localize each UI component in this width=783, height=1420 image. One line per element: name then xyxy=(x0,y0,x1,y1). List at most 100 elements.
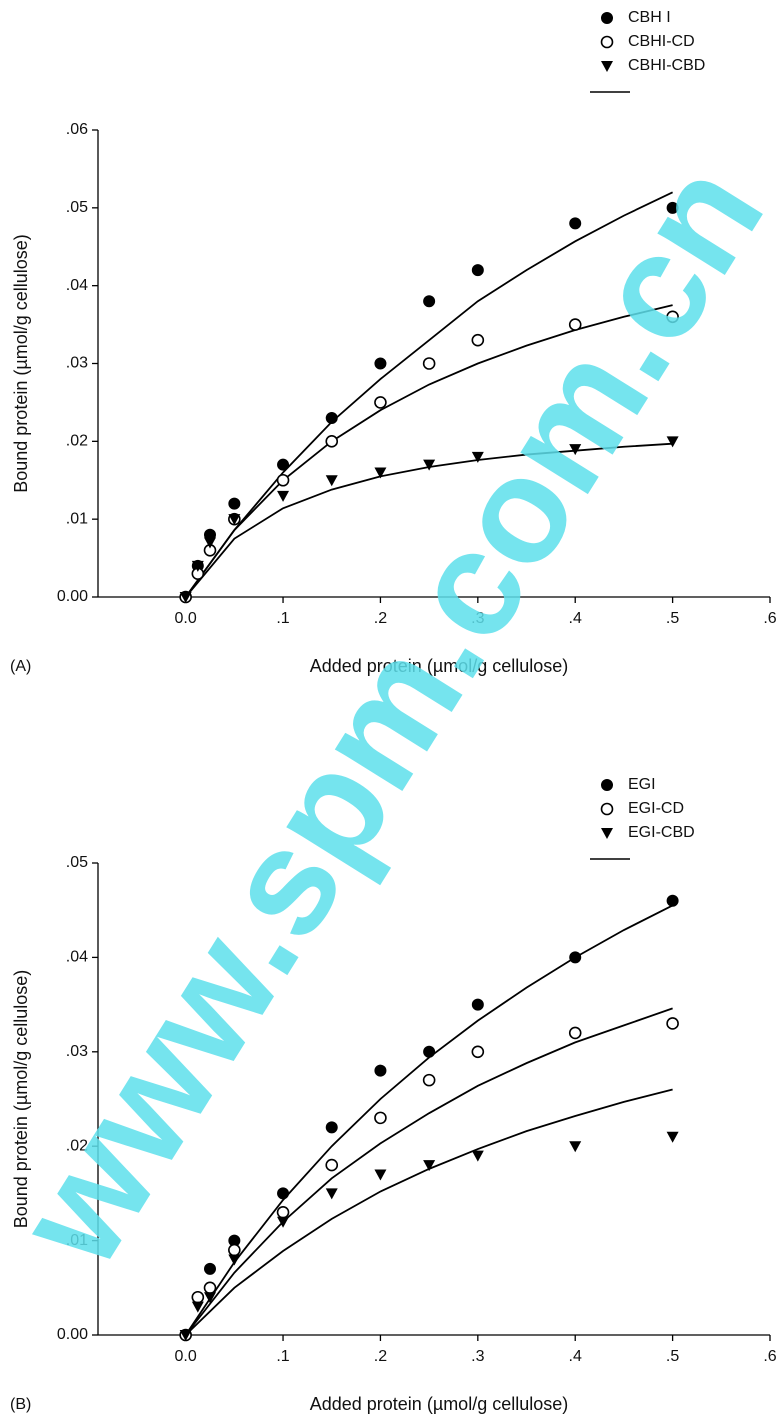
y-axis-label: Bound protein (µmol/g cellulose) xyxy=(11,234,31,493)
data-point xyxy=(374,467,387,479)
y-tick-label: 0.00 xyxy=(57,1326,88,1343)
data-point xyxy=(325,475,338,487)
data-point xyxy=(569,951,582,964)
data-point xyxy=(423,459,436,471)
data-point xyxy=(191,560,204,572)
x-tick-label: .5 xyxy=(666,610,679,627)
data-point xyxy=(277,490,290,502)
watermark: www.spm.com.cn xyxy=(0,134,783,1294)
x-tick-label: .3 xyxy=(471,1348,484,1365)
fit-curve xyxy=(184,191,673,598)
x-tick-label: .2 xyxy=(374,1348,387,1365)
x-tick-label: 0.0 xyxy=(175,610,197,627)
data-point xyxy=(568,1026,582,1040)
data-point xyxy=(228,497,241,510)
data-point xyxy=(471,998,484,1011)
data-point xyxy=(276,473,290,487)
charts: 0.00 .01 .02 .03 .04 .05 .06 0.0 .1 .2 .3 .4 .5 .6 Add… xyxy=(10,9,777,1414)
panel-label: (A) xyxy=(10,658,31,675)
x-tick-label: .6 xyxy=(763,610,776,627)
y-axis-label: Bound protein (µmol/g cellulose) xyxy=(11,970,31,1229)
data-point xyxy=(374,1169,387,1181)
data-point xyxy=(569,217,582,230)
data-point xyxy=(276,1205,290,1219)
data-point xyxy=(666,1131,679,1143)
legend-label: CBH I xyxy=(628,9,671,26)
data-point xyxy=(228,1254,241,1266)
data-point xyxy=(228,1243,241,1257)
y-tick-label: .05 xyxy=(66,199,88,216)
x-tick-label: .4 xyxy=(569,610,582,627)
x-tick-label: .1 xyxy=(276,610,289,627)
legend-marker xyxy=(601,61,613,72)
data-point xyxy=(666,201,679,214)
y-tick-label: .06 xyxy=(66,121,88,138)
y-tick-label: .01 xyxy=(66,1232,88,1249)
x-tick-label: .2 xyxy=(374,610,387,627)
data-point xyxy=(204,1262,216,1275)
legend-label: CBHI-CD xyxy=(628,33,695,50)
x-axis-label: Added protein (µmol/g cellulose) xyxy=(310,656,569,676)
data-point xyxy=(179,1330,192,1341)
data-point xyxy=(277,458,290,471)
data-point xyxy=(666,894,679,907)
panel-label: (B) xyxy=(10,1396,31,1413)
y-tick-label: .04 xyxy=(66,949,88,966)
legend-marker xyxy=(601,828,613,839)
data-point xyxy=(191,1290,205,1304)
data-point xyxy=(204,537,216,549)
y-tick-label: .02 xyxy=(66,433,88,450)
data-point xyxy=(191,1301,204,1313)
y-tick-label: .03 xyxy=(66,355,88,372)
x-tick-label: .1 xyxy=(276,1348,289,1365)
data-point xyxy=(277,1187,290,1200)
x-tick-label: 0.0 xyxy=(175,1348,197,1365)
legend-label: EGI-CBD xyxy=(628,824,695,841)
data-point xyxy=(423,1160,436,1172)
data-point xyxy=(179,592,192,603)
data-point xyxy=(666,1017,679,1030)
x-tick-label: .6 xyxy=(763,1348,776,1365)
x-tick-label: .4 xyxy=(569,1348,582,1365)
legend-marker xyxy=(600,802,614,816)
data-point xyxy=(203,1281,217,1295)
data-point xyxy=(228,514,241,526)
data-point xyxy=(569,1141,582,1153)
data-point xyxy=(204,1292,216,1304)
data-point xyxy=(423,1045,436,1058)
y-tick-label: .05 xyxy=(66,854,88,871)
y-tick-label: .01 xyxy=(66,510,88,527)
fit-curve xyxy=(185,1088,673,1336)
data-point xyxy=(325,1121,338,1134)
data-point xyxy=(277,1216,290,1228)
y-tick-label: .03 xyxy=(66,1043,88,1060)
data-point xyxy=(325,1158,339,1172)
legend-marker xyxy=(601,12,613,24)
data-point xyxy=(471,1045,485,1059)
legend-label: CBHI-CBD xyxy=(628,57,705,74)
fit-curve xyxy=(184,304,673,598)
y-tick-label: 0.00 xyxy=(57,588,88,605)
data-point xyxy=(374,1111,387,1125)
data-point xyxy=(422,1073,436,1087)
data-point xyxy=(325,1188,338,1200)
data-point xyxy=(471,264,484,277)
legend-marker xyxy=(600,35,614,49)
data-point xyxy=(569,444,582,456)
legend-label: EGI xyxy=(628,776,656,793)
x-axis-label: Added protein (µmol/g cellulose) xyxy=(310,1394,569,1414)
x-tick-label: .3 xyxy=(471,610,484,627)
data-point xyxy=(325,435,339,448)
y-tick-label: .02 xyxy=(66,1137,88,1154)
legend-marker xyxy=(601,779,613,791)
data-point xyxy=(666,310,679,324)
data-point xyxy=(374,357,387,370)
data-point xyxy=(471,1150,484,1162)
legend-label: EGI-CD xyxy=(628,800,684,817)
data-point xyxy=(568,318,582,331)
data-point xyxy=(666,436,679,448)
data-point xyxy=(423,295,436,308)
data-point xyxy=(422,357,436,370)
fit-curve xyxy=(184,1007,673,1336)
